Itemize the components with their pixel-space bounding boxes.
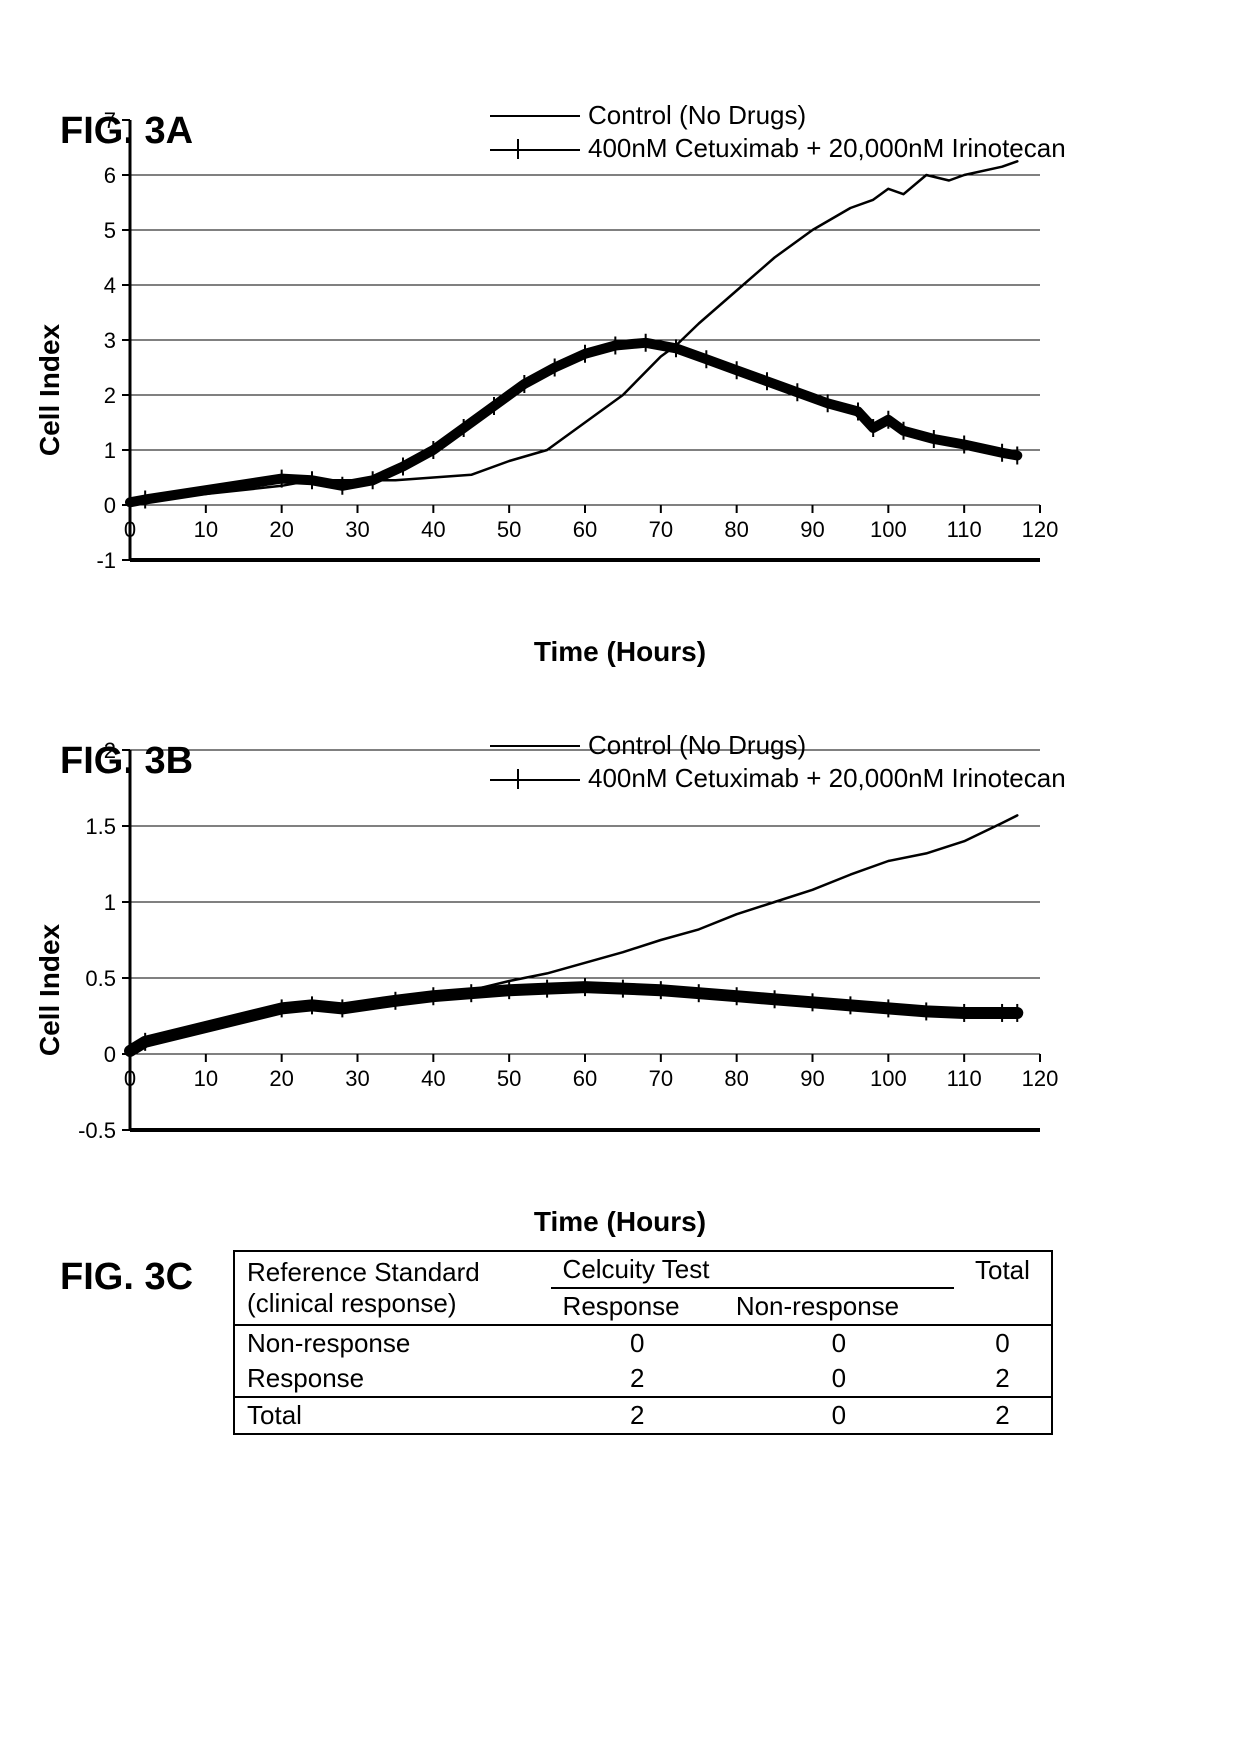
svg-text:-0.5: -0.5: [78, 1118, 116, 1143]
svg-text:1: 1: [104, 890, 116, 915]
cell: 2: [551, 1397, 724, 1434]
svg-text:60: 60: [573, 1066, 597, 1091]
cell: 2: [954, 1361, 1052, 1397]
x-axis-label: Time (Hours): [60, 636, 1180, 668]
svg-text:40: 40: [421, 517, 445, 542]
svg-text:20: 20: [269, 517, 293, 542]
subheader-col1: Response: [551, 1288, 724, 1325]
svg-text:30: 30: [345, 1066, 369, 1091]
svg-text:80: 80: [724, 1066, 748, 1091]
svg-text:0: 0: [124, 1066, 136, 1091]
cell: 0: [724, 1325, 954, 1361]
figure-3a-chart: Cell Index -1012345670102030405060708090…: [60, 110, 1180, 670]
figure-3c: FIG. 3C Reference Standard (clinical res…: [60, 1250, 1180, 1435]
row-label: Response: [234, 1361, 551, 1397]
cell: 2: [551, 1361, 724, 1397]
chart-svg: -0.500.511.52010203040506070809010011012…: [60, 740, 1120, 1200]
svg-text:80: 80: [724, 517, 748, 542]
table-row: Total 2 0 2: [234, 1397, 1052, 1434]
svg-text:0.5: 0.5: [85, 966, 116, 991]
svg-text:10: 10: [194, 1066, 218, 1091]
svg-text:0: 0: [104, 493, 116, 518]
cell: 0: [551, 1325, 724, 1361]
svg-text:30: 30: [345, 517, 369, 542]
chart-svg: -1012345670102030405060708090100110120: [60, 110, 1120, 630]
cell: 0: [724, 1397, 954, 1434]
svg-text:40: 40: [421, 1066, 445, 1091]
cell: 0: [724, 1361, 954, 1397]
svg-text:3: 3: [104, 328, 116, 353]
figure-3a: FIG. 3A Control (No Drugs) 400nM Cetuxim…: [60, 110, 1180, 670]
svg-text:1.5: 1.5: [85, 814, 116, 839]
table-row: Non-response 0 0 0: [234, 1325, 1052, 1361]
svg-text:100: 100: [870, 1066, 907, 1091]
svg-text:0: 0: [124, 517, 136, 542]
figure-3b-chart: Cell Index -0.500.511.520102030405060708…: [60, 740, 1180, 1240]
row-label: Non-response: [234, 1325, 551, 1361]
y-axis-label: Cell Index: [34, 324, 66, 456]
svg-text:10: 10: [194, 517, 218, 542]
svg-text:70: 70: [649, 1066, 673, 1091]
header-left-line2: (clinical response): [247, 1288, 457, 1318]
header-group: Celcuity Test: [551, 1251, 954, 1288]
svg-text:50: 50: [497, 1066, 521, 1091]
table-row: Response 2 0 2: [234, 1361, 1052, 1397]
header-left-line1: Reference Standard: [247, 1257, 480, 1287]
y-axis-label: Cell Index: [34, 924, 66, 1056]
svg-text:70: 70: [649, 517, 673, 542]
svg-text:50: 50: [497, 517, 521, 542]
cell: 0: [954, 1325, 1052, 1361]
svg-text:1: 1: [104, 438, 116, 463]
svg-text:5: 5: [104, 218, 116, 243]
figure-3b: FIG. 3B Control (No Drugs) 400nM Cetuxim…: [60, 740, 1180, 1240]
svg-text:-1: -1: [96, 548, 116, 573]
x-axis-label: Time (Hours): [60, 1206, 1180, 1238]
svg-text:120: 120: [1022, 517, 1059, 542]
svg-text:120: 120: [1022, 1066, 1059, 1091]
svg-text:100: 100: [870, 517, 907, 542]
svg-text:20: 20: [269, 1066, 293, 1091]
svg-text:110: 110: [947, 1066, 982, 1091]
svg-text:90: 90: [800, 1066, 824, 1091]
svg-text:110: 110: [947, 517, 982, 542]
svg-text:2: 2: [104, 383, 116, 408]
row-label: Total: [234, 1397, 551, 1434]
svg-text:6: 6: [104, 163, 116, 188]
header-total: Total: [954, 1251, 1052, 1288]
subheader-col2: Non-response: [724, 1288, 954, 1325]
svg-text:2: 2: [104, 740, 116, 763]
results-table: Reference Standard (clinical response) C…: [233, 1250, 1053, 1435]
cell: 2: [954, 1397, 1052, 1434]
svg-text:60: 60: [573, 517, 597, 542]
svg-text:7: 7: [104, 110, 116, 133]
table-header-row: Reference Standard (clinical response) C…: [234, 1251, 1052, 1288]
figure-3c-title: FIG. 3C: [60, 1256, 193, 1299]
svg-text:0: 0: [104, 1042, 116, 1067]
svg-text:4: 4: [104, 273, 116, 298]
svg-text:90: 90: [800, 517, 824, 542]
